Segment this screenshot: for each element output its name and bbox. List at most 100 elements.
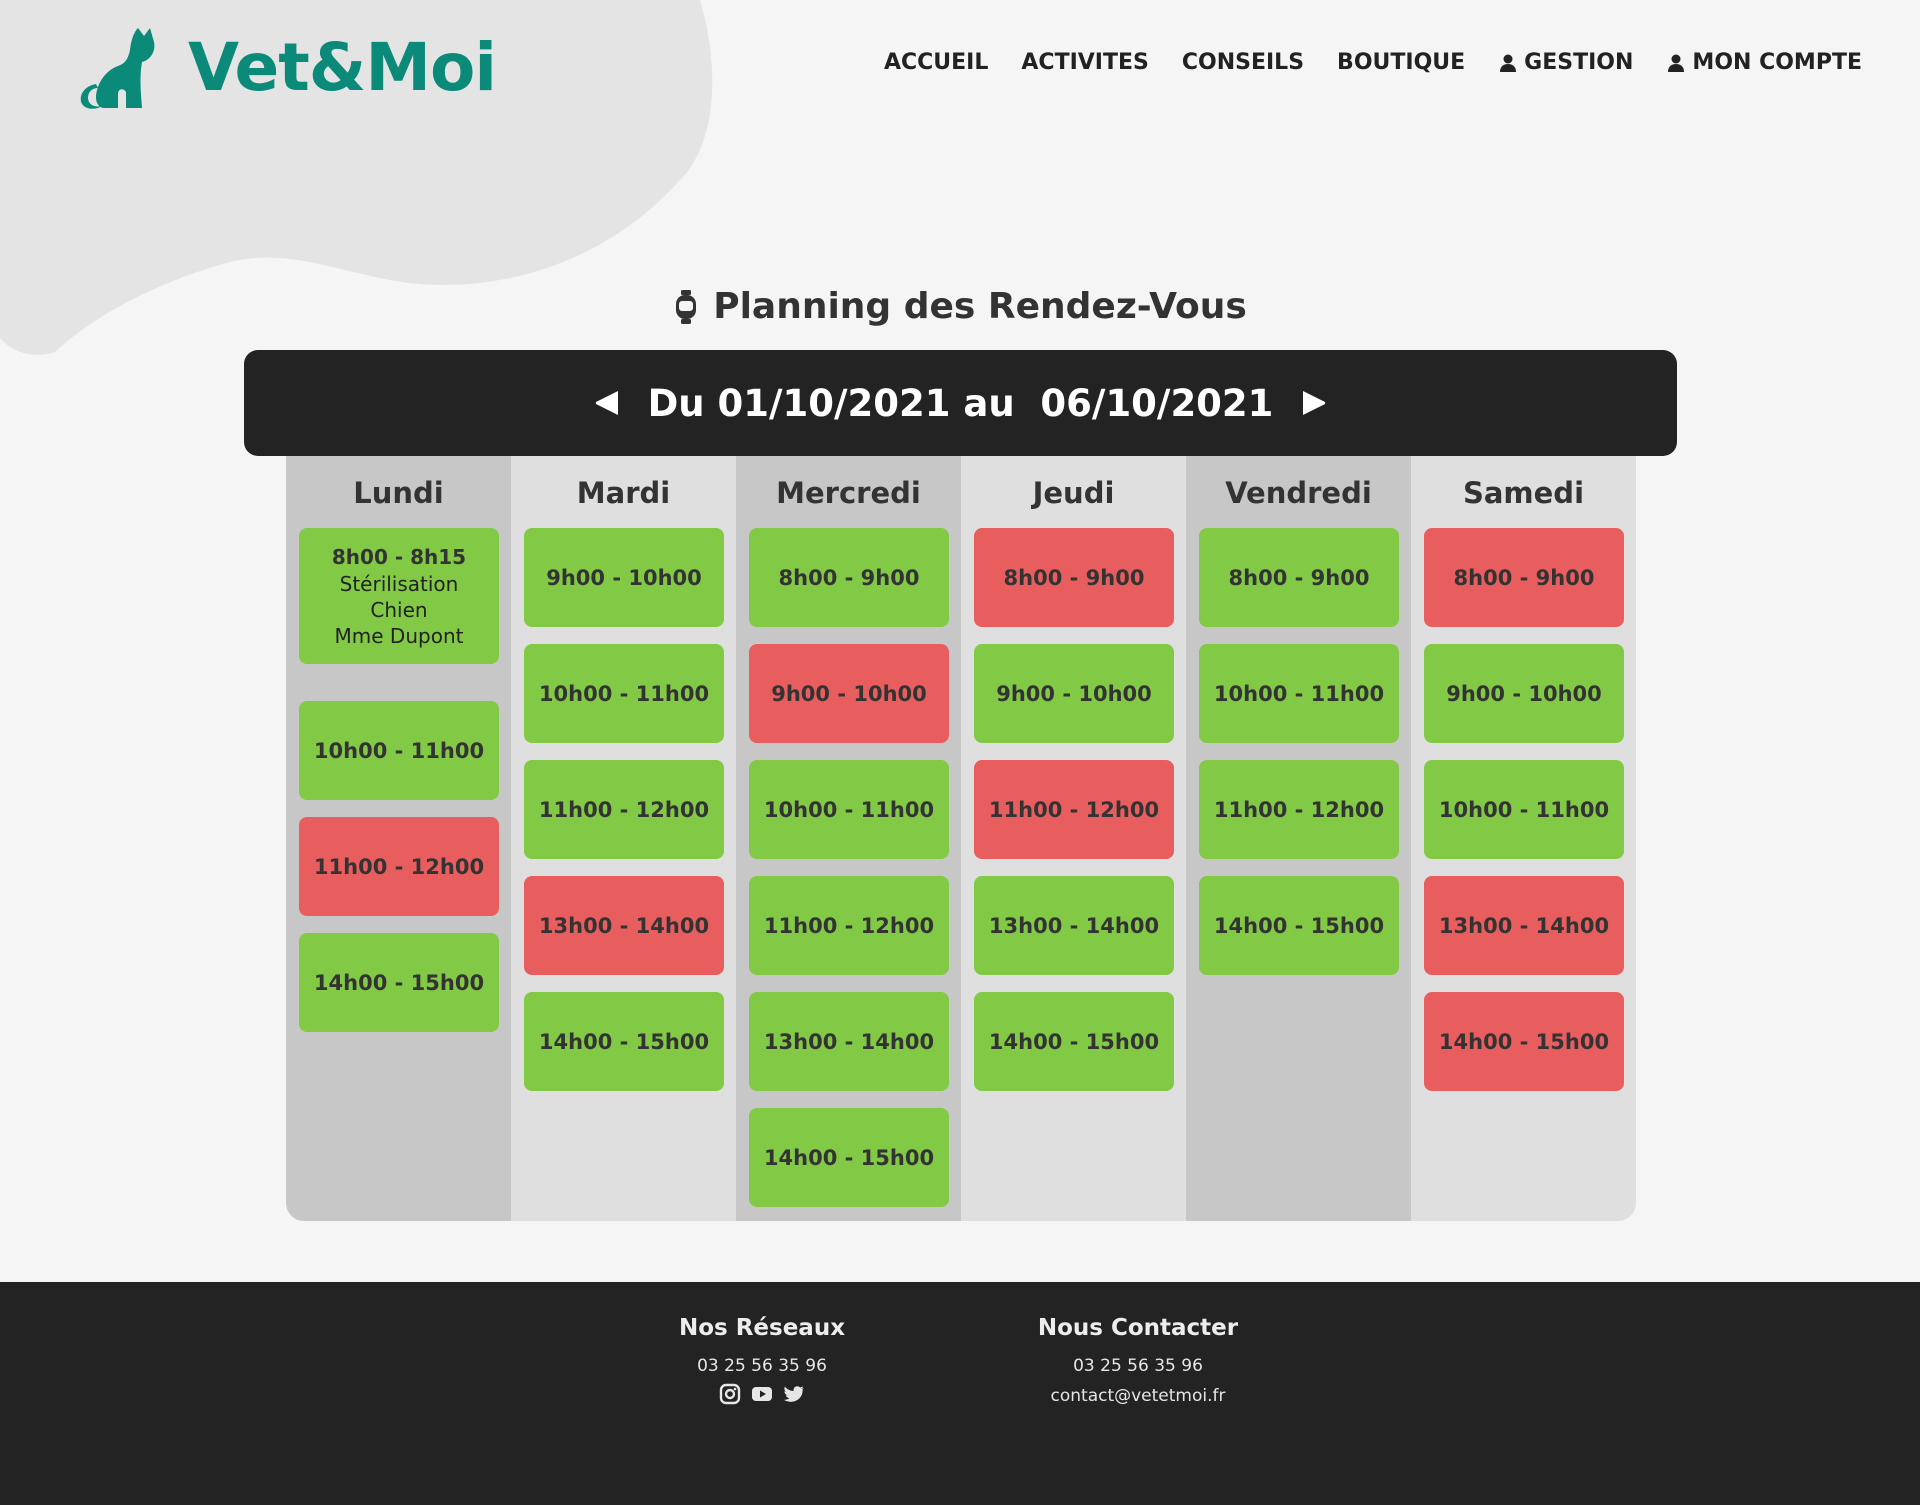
appointment-slot[interactable]: 11h00 - 12h00 [1199, 760, 1399, 859]
appointment-slot[interactable]: 9h00 - 10h00 [1424, 644, 1624, 743]
stopwatch-icon [676, 289, 697, 324]
slot-time: 8h00 - 9h00 [778, 565, 920, 590]
nav-label: ACCUEIL [883, 50, 989, 75]
nav-gestion[interactable]: GESTION [1498, 50, 1633, 75]
footer-contact-title: Nous Contacter [1037, 1315, 1239, 1341]
appointment-slot[interactable]: 9h00 - 10h00 [974, 644, 1174, 743]
slot-time: 13h00 - 14h00 [1438, 913, 1610, 938]
appointment-slot[interactable]: 13h00 - 14h00 [1424, 876, 1624, 975]
slot-time: 8h00 - 9h00 [1003, 565, 1145, 590]
appointment-slot[interactable]: 8h00 - 8h15 Stérilisation Chien Mme Dupo… [299, 528, 499, 664]
appointment-slot[interactable]: 9h00 - 10h00 [749, 644, 949, 743]
day-column-jeudi: Jeudi 8h00 - 9h00 9h00 - 10h00 11h00 - 1… [961, 456, 1186, 1221]
slot-time: 11h00 - 12h00 [763, 913, 935, 938]
slot-time: 10h00 - 11h00 [538, 681, 710, 706]
appointment-slot[interactable]: 13h00 - 14h00 [749, 992, 949, 1091]
slot-time: 10h00 - 11h00 [763, 797, 935, 822]
day-column-samedi: Samedi 8h00 - 9h00 9h00 - 10h00 10h00 - … [1411, 456, 1636, 1221]
appointment-slot[interactable]: 14h00 - 15h00 [299, 933, 499, 1032]
slot-time: 14h00 - 15h00 [988, 1029, 1160, 1054]
cat-logo-icon [80, 28, 155, 109]
site-footer: Nos Réseaux 03 25 56 35 96 Nous Contacte… [0, 1282, 1920, 1505]
appointment-slot[interactable]: 13h00 - 14h00 [974, 876, 1174, 975]
appointment-slot[interactable]: 11h00 - 12h00 [299, 817, 499, 916]
slot-time: 10h00 - 11h00 [1213, 681, 1385, 706]
nav-label: BOUTIQUE [1337, 50, 1466, 75]
appointment-slot[interactable]: 11h00 - 12h00 [974, 760, 1174, 859]
slot-time: 11h00 - 12h00 [313, 854, 485, 879]
slot-time: 8h00 - 9h00 [1228, 565, 1370, 590]
slot-time: 13h00 - 14h00 [988, 913, 1160, 938]
appointment-slot[interactable]: 8h00 - 9h00 [1199, 528, 1399, 627]
instagram-icon[interactable] [719, 1383, 741, 1405]
slot-detail: Chien [370, 598, 428, 622]
appointment-slot[interactable]: 11h00 - 12h00 [524, 760, 724, 859]
appointment-slot[interactable]: 10h00 - 11h00 [524, 644, 724, 743]
week-selector: Du 01/10/2021 au 06/10/2021 [244, 350, 1677, 456]
slot-time: 9h00 - 10h00 [771, 681, 927, 706]
appointment-slot[interactable]: 9h00 - 10h00 [524, 528, 724, 627]
day-name: Jeudi [1032, 476, 1115, 510]
slot-time: 14h00 - 15h00 [538, 1029, 710, 1054]
nav-boutique[interactable]: BOUTIQUE [1337, 50, 1465, 75]
footer-contact-phone: 03 25 56 35 96 [1073, 1356, 1203, 1376]
footer-phone: 03 25 56 35 96 [697, 1356, 827, 1376]
user-icon [1500, 54, 1517, 72]
slot-time: 8h00 - 8h15 [331, 545, 467, 569]
appointment-calendar: Lundi 8h00 - 8h15 Stérilisation Chien Mm… [286, 456, 1636, 1221]
background-blob [0, 0, 713, 355]
slot-time: 11h00 - 12h00 [1213, 797, 1385, 822]
slot-time: 14h00 - 15h00 [1213, 913, 1385, 938]
day-column-mardi: Mardi 9h00 - 10h00 10h00 - 11h00 11h00 -… [511, 456, 736, 1221]
appointment-slot[interactable]: 14h00 - 15h00 [974, 992, 1174, 1091]
appointment-slot[interactable]: 14h00 - 15h00 [1424, 992, 1624, 1091]
slot-time: 14h00 - 15h00 [1438, 1029, 1610, 1054]
slot-time: 14h00 - 15h00 [763, 1145, 935, 1170]
slot-time: 11h00 - 12h00 [988, 797, 1160, 822]
nav-label: ACTIVITES [1021, 50, 1149, 75]
slot-time: 9h00 - 10h00 [1446, 681, 1602, 706]
appointment-slot[interactable]: 13h00 - 14h00 [524, 876, 724, 975]
nav-activites[interactable]: ACTIVITES [1021, 50, 1148, 75]
day-name: Lundi [353, 476, 444, 510]
appointment-slot[interactable]: 8h00 - 9h00 [974, 528, 1174, 627]
day-name: Mercredi [776, 476, 921, 510]
day-column-lundi: Lundi 8h00 - 8h15 Stérilisation Chien Mm… [286, 456, 511, 1221]
appointment-slot[interactable]: 8h00 - 9h00 [749, 528, 949, 627]
main-nav: ACCUEIL ACTIVITES CONSEILS BOUTIQUE GEST… [884, 50, 1862, 75]
nav-conseils[interactable]: CONSEILS [1182, 50, 1304, 75]
footer-contact: Nous Contacter 03 25 56 35 96 contact@ve… [1018, 1315, 1258, 1411]
slot-time: 11h00 - 12h00 [538, 797, 710, 822]
appointment-slot[interactable]: 14h00 - 15h00 [524, 992, 724, 1091]
appointment-slot[interactable]: 11h00 - 12h00 [749, 876, 949, 975]
appointment-slot[interactable]: 10h00 - 11h00 [1199, 644, 1399, 743]
brand-logo[interactable]: Vet&Moi [74, 26, 497, 110]
slot-detail: Mme Dupont [334, 624, 464, 648]
twitter-icon[interactable] [783, 1383, 805, 1405]
appointment-slot[interactable]: 10h00 - 11h00 [1424, 760, 1624, 859]
footer-networks-title: Nos Réseaux [678, 1315, 846, 1341]
nav-mon-compte[interactable]: MON COMPTE [1666, 50, 1862, 75]
appointment-slot[interactable]: 10h00 - 11h00 [749, 760, 949, 859]
appointment-slot[interactable]: 8h00 - 9h00 [1424, 528, 1624, 627]
page-title: Planning des Rendez-Vous [713, 286, 1247, 327]
caret-right-icon[interactable] [1299, 388, 1329, 418]
youtube-icon[interactable] [751, 1383, 773, 1405]
appointment-slot[interactable]: 14h00 - 15h00 [1199, 876, 1399, 975]
day-name: Mardi [576, 476, 671, 510]
nav-label: CONSEILS [1181, 50, 1305, 75]
appointment-slot[interactable]: 14h00 - 15h00 [749, 1108, 949, 1207]
slot-time: 9h00 - 10h00 [546, 565, 702, 590]
day-name: Vendredi [1225, 476, 1372, 510]
nav-accueil[interactable]: ACCUEIL [884, 50, 988, 75]
slot-time: 13h00 - 14h00 [763, 1029, 935, 1054]
caret-left-icon[interactable] [592, 388, 622, 418]
slot-time: 10h00 - 11h00 [313, 738, 485, 763]
user-icon [1668, 54, 1685, 72]
nav-label: MON COMPTE [1692, 50, 1862, 75]
appointment-slot[interactable]: 10h00 - 11h00 [299, 701, 499, 800]
day-name: Samedi [1462, 476, 1585, 510]
page-header: Planning des Rendez-Vous [0, 286, 1920, 327]
footer-contact-email[interactable]: contact@vetetmoi.fr [1050, 1386, 1226, 1406]
slot-time: 9h00 - 10h00 [996, 681, 1152, 706]
